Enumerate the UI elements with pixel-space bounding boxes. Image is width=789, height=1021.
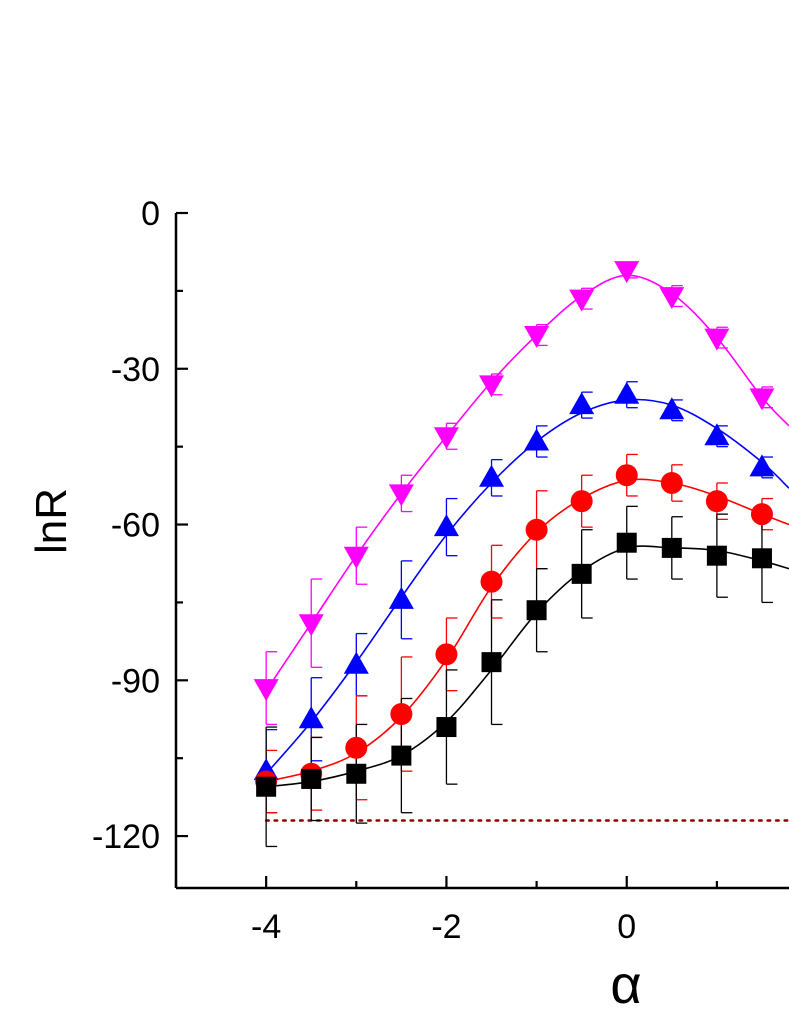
triangle-up-marker [659, 397, 685, 420]
triangle-down-marker [433, 427, 459, 450]
series-curve-triangle-up [265, 398, 789, 775]
square-marker [571, 563, 592, 584]
triangle-up-marker [569, 392, 595, 415]
square-marker [661, 537, 682, 558]
x-axis-title: α [610, 955, 641, 1015]
triangle-up-marker [704, 423, 730, 446]
triangle-up-marker [524, 428, 550, 451]
tick-labels: 0 -30 -60 -90 -120 -4 -2 0 [92, 195, 636, 946]
triangle-down-marker [614, 261, 640, 284]
triangle-up-marker [749, 454, 775, 477]
series-curve-square [266, 545, 789, 788]
circle-marker [345, 736, 368, 759]
error-bars [265, 261, 773, 848]
circle-marker [750, 503, 773, 526]
y-tick-label: -90 [111, 662, 160, 700]
y-tick-label: -30 [111, 351, 160, 389]
triangle-down-marker [704, 328, 730, 351]
triangle-up-marker [433, 514, 459, 537]
circle-marker [570, 490, 593, 513]
triangle-down-marker [659, 287, 685, 310]
triangle-up-marker [614, 381, 640, 404]
x-tick-label: -4 [251, 908, 281, 946]
square-marker [706, 545, 727, 566]
y-axis-title: lnR [27, 488, 76, 554]
triangle-up-marker [479, 464, 505, 487]
x-tick-label: 0 [617, 908, 636, 946]
square-marker [391, 745, 412, 766]
square-marker [436, 717, 457, 738]
triangle-up-marker [298, 706, 324, 729]
circle-marker [660, 472, 683, 494]
circle-marker [615, 464, 638, 487]
y-tick-label: -60 [111, 507, 160, 545]
square-marker [616, 532, 637, 553]
triangle-down-marker [569, 289, 595, 312]
triangle-down-marker [524, 326, 550, 349]
axes [174, 211, 789, 890]
square-marker [256, 776, 277, 797]
triangle-down-marker [749, 388, 775, 411]
data-markers [253, 261, 775, 797]
square-marker [526, 600, 547, 621]
circle-marker [480, 570, 503, 593]
circle-marker [435, 643, 458, 666]
square-marker [346, 763, 367, 784]
triangle-down-marker [253, 679, 279, 702]
triangle-up-marker [388, 586, 414, 609]
y-tick-label: -120 [92, 818, 160, 856]
x-tick-label: -2 [431, 908, 461, 946]
square-marker [481, 652, 502, 673]
circle-marker [390, 703, 413, 726]
triangle-down-marker [388, 484, 414, 507]
triangle-down-marker [298, 614, 324, 637]
circle-marker [525, 518, 548, 541]
circle-marker [705, 490, 728, 513]
square-marker [751, 548, 772, 569]
y-tick-label: 0 [141, 195, 160, 233]
square-marker [301, 768, 322, 789]
triangle-down-marker [343, 546, 369, 569]
triangle-down-marker [479, 375, 505, 398]
triangle-up-marker [343, 651, 369, 674]
